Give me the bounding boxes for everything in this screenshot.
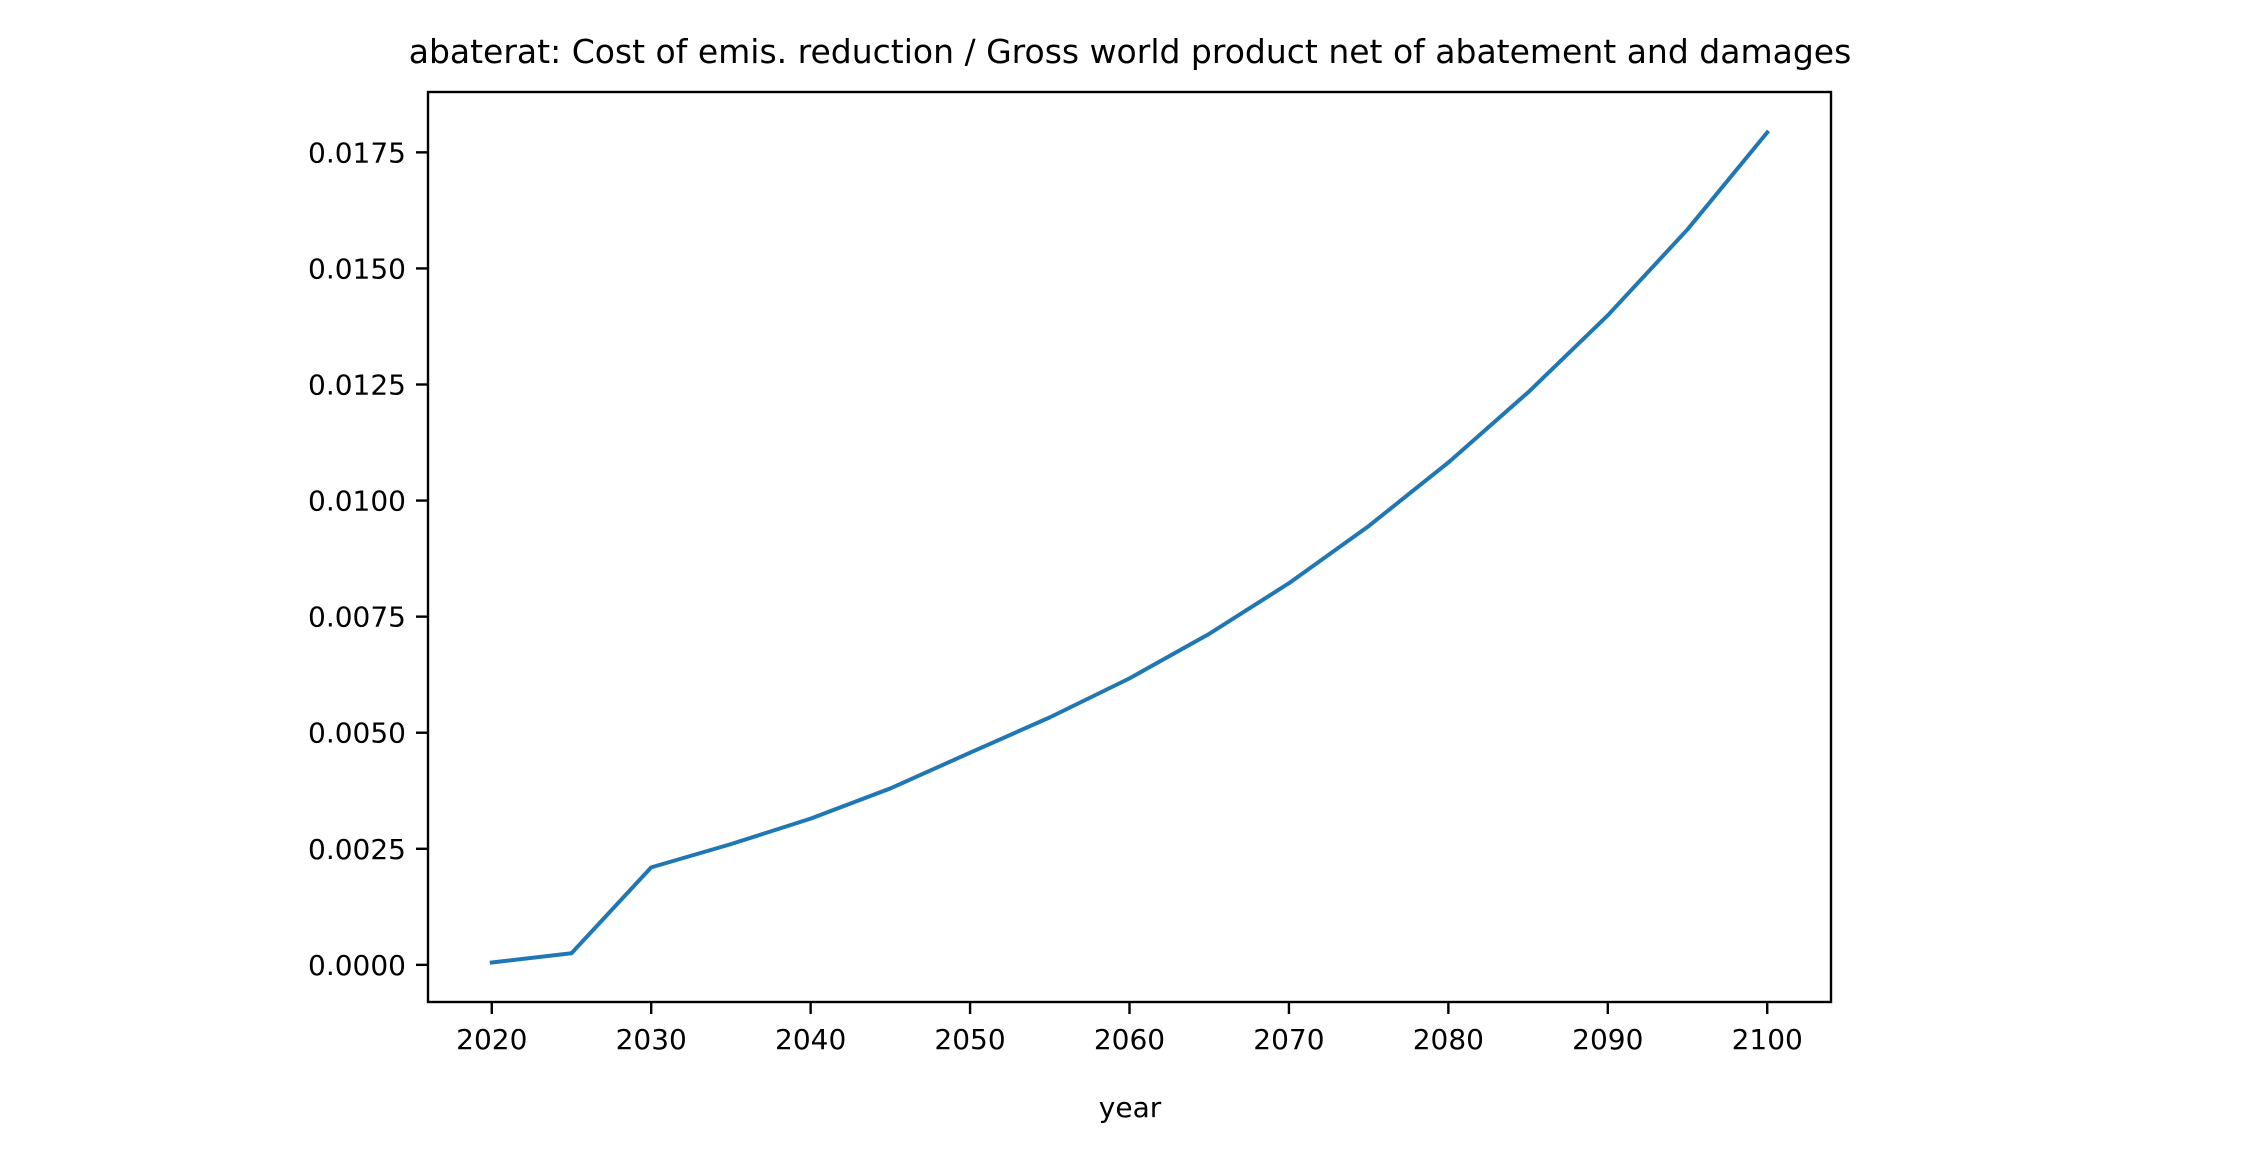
x-tick-label: 2020 <box>456 1023 527 1056</box>
x-tick-label: 2070 <box>1253 1023 1324 1056</box>
x-axis-label: year <box>1099 1091 1162 1124</box>
x-tick-label: 2050 <box>934 1023 1005 1056</box>
x-tick-label: 2060 <box>1094 1023 1165 1056</box>
y-tick-label: 0.0000 <box>308 949 406 982</box>
x-axis: 2020 2030 2040 2050 2060 2070 2080 2090 2100 <box>456 1002 1803 1056</box>
y-tick-label: 0.0100 <box>308 485 406 518</box>
x-tick-label: 2040 <box>775 1023 846 1056</box>
x-tick-label: 2100 <box>1732 1023 1803 1056</box>
x-tick-label: 2030 <box>616 1023 687 1056</box>
series-line <box>489 129 1771 965</box>
chart-title: abaterat: Cost of emis. reduction / Gros… <box>409 32 1852 71</box>
y-tick-label: 0.0025 <box>308 833 406 866</box>
y-tick-label: 0.0075 <box>308 601 406 634</box>
y-tick-label: 0.0050 <box>308 717 406 750</box>
y-tick-label: 0.0150 <box>308 252 406 285</box>
plot-frame <box>426 90 1833 1004</box>
y-tick-label: 0.0125 <box>308 369 406 402</box>
x-tick-label: 2080 <box>1413 1023 1484 1056</box>
y-tick-label: 0.0175 <box>308 136 406 169</box>
x-tick-label: 2090 <box>1572 1023 1643 1056</box>
y-axis: 0.0000 0.0025 0.0050 0.0075 0.0100 0.0125 0.01… <box>308 136 428 982</box>
